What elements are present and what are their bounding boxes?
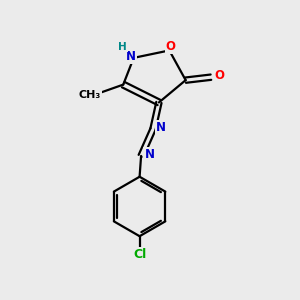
- Text: H: H: [118, 42, 127, 52]
- Text: O: O: [166, 40, 176, 53]
- Text: Cl: Cl: [133, 248, 146, 261]
- Text: CH₃: CH₃: [79, 90, 101, 100]
- Text: O: O: [214, 69, 224, 82]
- Text: N: N: [144, 148, 154, 161]
- Text: N: N: [126, 50, 136, 63]
- Text: N: N: [156, 121, 166, 134]
